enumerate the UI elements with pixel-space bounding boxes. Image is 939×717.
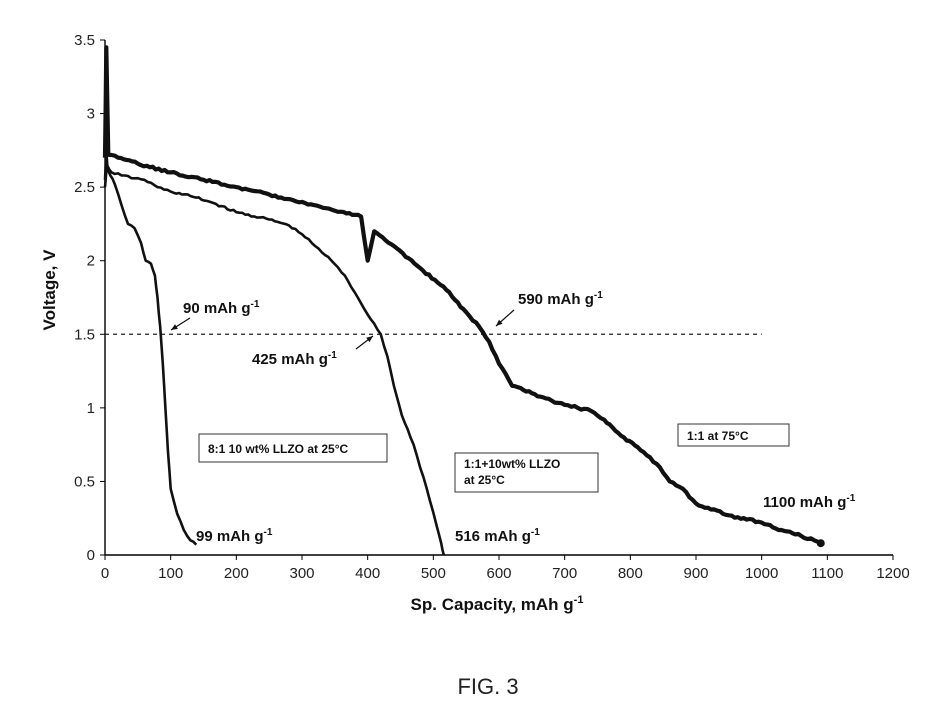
annotation-sup: -1 [846,493,855,504]
series-label-text: 1:1 at 75°C [687,429,749,443]
series-label-box [454,452,599,493]
x-tick-label: 700 [552,565,577,582]
annotation-sup: -1 [251,299,260,310]
annotation-sup: -1 [594,290,603,301]
series-label-box [198,433,388,463]
y-tick-label: 0 [87,547,95,564]
y-tick-label: 1.5 [74,326,95,343]
x-axis-title-sup: -1 [574,594,584,606]
y-tick-label: 2.5 [74,179,95,196]
annotation-arrowhead [366,336,373,343]
annotation-text: 516 mAh g [455,528,531,545]
x-axis-title: Sp. Capacity, mAh g-1 [411,594,584,614]
series-line-1 [103,149,198,546]
axes-layer: 0 0.5 1 1.5 2 2.5 3 3.5 0 100 200 300 400 500 600 700 80… [74,32,910,582]
annotation-a516: 516 mAh g-1 [455,527,540,545]
annotation-a425: 425 mAh g-1 [252,350,337,368]
annotation-sup: -1 [328,350,337,361]
y-tick-label: 0.5 [74,473,95,490]
annotation-a90: 90 mAh g-1 [183,299,260,317]
annotation-sup: -1 [264,527,273,538]
series-label-box [677,423,790,447]
annotation-text: 590 mAh g [518,291,594,308]
y-tick-label: 3 [87,106,95,123]
annotation-arrowhead [496,319,503,326]
annotation-text: 99 mAh g [196,528,264,545]
x-tick-label: 1200 [876,565,909,582]
x-tick-label: 1000 [745,565,778,582]
x-tick-label: 600 [486,565,511,582]
series-end-marker [816,539,825,548]
annotation-a99: 99 mAh g-1 [196,527,273,545]
annotation-a1100: 1100 mAh g-1 [763,493,856,511]
x-tick-label: 800 [618,565,643,582]
series-label-text: 1:1+10wt% LLZO [464,457,560,471]
series-line-3 [102,45,822,546]
x-tick-label: 1100 [811,565,843,582]
annotation-text: 90 mAh g [183,300,251,317]
annotation-a590: 590 mAh g-1 [518,290,603,308]
annotation-sup: -1 [531,527,540,538]
x-tick-label: 100 [158,565,183,582]
y-tick-label: 1 [87,400,95,417]
x-tick-label: 900 [683,565,708,582]
figure-caption: FIG. 3 [457,674,518,699]
annotation-arrowhead [171,324,178,330]
x-tick-label: 500 [421,565,446,582]
x-axis-title-text: Sp. Capacity, mAh g [411,595,574,614]
y-axis-title: Voltage, V [40,249,59,331]
series-line-2 [103,163,446,556]
annotation-text: 425 mAh g [252,351,328,368]
x-tick-label: 300 [289,565,314,582]
x-tick-label: 400 [355,565,380,582]
series-label-text: 8:1 10 wt% LLZO at 25°C [208,442,349,456]
y-tick-label: 3.5 [74,32,95,49]
annotation-text: 1100 mAh g [763,494,846,511]
x-tick-label: 200 [224,565,249,582]
x-tick-label: 0 [101,565,109,582]
series-layer [102,45,825,556]
series-label-text: at 25°C [464,473,505,487]
y-tick-label: 2 [87,253,95,270]
